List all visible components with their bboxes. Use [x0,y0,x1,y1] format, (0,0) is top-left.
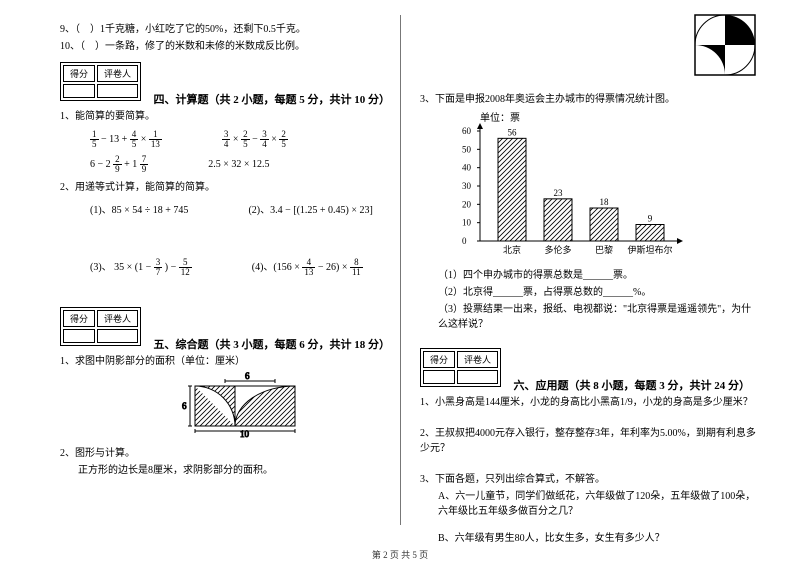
expr-2b: 2.5 × 32 × 12.5 [208,159,269,170]
left-column: 9、（ ）1千克糖，小红吃了它的50%，还剩下0.5千克。 10、（ ）一条路，… [60,20,400,548]
s4-2-row1: (1)、85 × 54 ÷ 18 + 745 (2)、3.4 − [(1.25 … [90,201,400,216]
ytick-label: 0 [462,236,467,246]
bar [498,138,526,241]
expr-p3: (3)、 35 × (1 − 37 ) − 512 [90,258,192,277]
s4-1: 1、能简算的要简算。 [60,109,400,124]
bar-value: 9 [648,214,653,224]
s5-2: 2、图形与计算。 [60,446,400,461]
grader-label: 评卷人 [457,351,498,368]
score-label: 得分 [63,310,95,327]
s4-row2: 6 − 2 29 + 1 79 2.5 × 32 × 12.5 [90,155,400,174]
score-blank [63,84,95,98]
bar-label: 多伦多 [544,244,571,255]
s4-2: 2、用递等式计算，能简算的简算。 [60,180,400,195]
grader-label: 评卷人 [97,310,138,327]
score-blank [423,370,455,384]
s6-2: 2、王叔叔把4000元存入银行，整存整存3年，年利率为5.00%，到期有利息多少… [420,426,760,456]
grader-blank [457,370,498,384]
ytick-label: 20 [462,199,472,209]
bar-chart: 单位：票 60 50 40 30 20 10 0 56 北京 23 多伦多 18 巴黎 9 伊斯坦布尔 [450,111,760,264]
score-box-5: 得分 评卷人 [60,307,141,346]
grader-blank [97,84,138,98]
bar [636,225,664,242]
bar-label: 北京 [503,244,521,255]
column-divider [400,15,401,525]
expr-p2: (2)、3.4 − [(1.25 + 0.45) × 23] [248,201,372,216]
bar [544,199,572,241]
s6-1: 1、小黑身高是144厘米，小龙的身高比小黑高1/9，小龙的身高是多少厘米？ [420,395,760,410]
score-box-4: 得分 评卷人 [60,62,141,101]
s5-2b: 正方形的边长是8厘米，求阴影部分的面积。 [78,463,400,478]
s5-1: 1、求图中阴影部分的面积（单位：厘米） [60,354,400,369]
expr-1b: 34 × 25 − 34 × 25 [222,130,288,149]
q10-text: 10、（ ）一条路，修了的米数和未修的米数成反比例。 [60,39,400,54]
s5-3-3: （3）投票结果一出来，报纸、电视都说："北京得票是遥遥领先"，为什么这样说？ [438,302,760,332]
bar-label: 伊斯坦布尔 [627,244,672,255]
right-column: 3、下面是申报2008年奥运会主办城市的得票情况统计图。 单位：票 60 50 40… [420,20,760,548]
bar-value: 18 [600,197,610,207]
grader-blank [97,329,138,343]
dim-top: 6 [245,371,250,381]
bar-value: 23 [554,188,564,198]
ytick-label: 10 [462,218,472,228]
page-footer: 第 2 页 共 5 页 [0,548,800,561]
score-label: 得分 [63,65,95,82]
ytick-label: 50 [462,144,472,154]
q9-text: 9、（ ）1千克糖，小红吃了它的50%，还剩下0.5千克。 [60,22,400,37]
s5-3-2: （2）北京得______票，占得票总数的______%。 [438,285,760,300]
grader-label: 评卷人 [97,65,138,82]
score-blank [63,329,95,343]
s6-3A: A、六一儿童节，同学们做纸花，六年级做了120朵，五年级做了100朵，六年级比五… [438,489,760,519]
expr-2a: 6 − 2 29 + 1 79 [90,155,148,174]
s6-3: 3、下面各题，只列出综合算式，不解答。 [420,472,760,487]
section5-title: 五、综合题（共 3 小题，每题 6 分，共计 18 分） [154,336,391,352]
expr-1a: 15 − 13 + 45 × 113 [90,130,162,149]
s5-3-1: （1）四个申办城市的得票总数是______票。 [438,268,760,283]
score-box-6: 得分 评卷人 [420,348,501,387]
geometry-figure-1: 6 6 10 [180,371,400,444]
bar-value: 56 [508,127,518,137]
expr-p4: (4)、(156 × 413 − 26) × 811 [252,258,363,277]
section6-title: 六、应用题（共 8 小题，每题 3 分，共计 24 分） [514,377,751,393]
s4-2-row2: (3)、 35 × (1 − 37 ) − 512 (4)、(156 × 413… [90,258,400,277]
expr-p1: (1)、85 × 54 ÷ 18 + 745 [90,201,188,216]
ytick-label: 60 [462,126,472,136]
section4-title: 四、计算题（共 2 小题，每题 5 分，共计 10 分） [154,91,391,107]
logo-figure [690,10,760,83]
score-label: 得分 [423,351,455,368]
chart-unit: 单位：票 [480,111,520,124]
s6-3B: B、六年级有男生80人，比女生多，女生有多少人？ [438,531,760,546]
dim-left: 6 [182,401,187,411]
bar [590,208,618,241]
ytick-label: 30 [462,181,472,191]
s4-row1: 15 − 13 + 45 × 113 34 × 25 − 34 × 25 [90,130,400,149]
ytick-label: 40 [462,163,472,173]
s5-3: 3、下面是申报2008年奥运会主办城市的得票情况统计图。 [420,92,760,107]
bar-label: 巴黎 [595,244,613,255]
